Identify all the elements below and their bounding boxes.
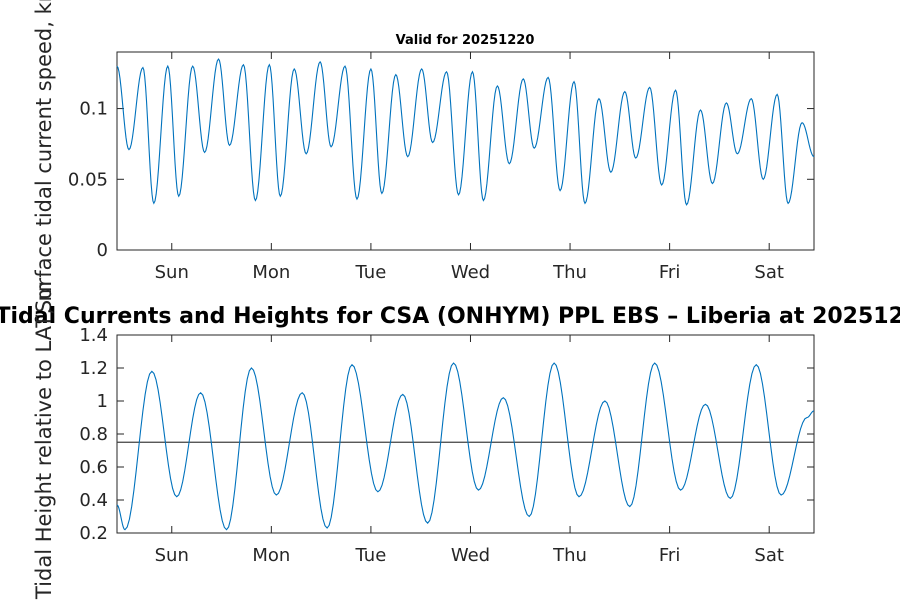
xtick-label: Wed [451,545,490,566]
xtick-label: Thu [552,545,587,566]
xtick-label: Tue [355,262,387,283]
xtick-label: Sun [155,545,189,566]
current-ylabel: Surface tidal current speed, kn [32,0,56,313]
height-plot-box [116,334,815,534]
xtick-label: Wed [451,262,490,283]
height-ylabel: Tidal Height relative to LAT, m [32,281,56,600]
height-tick-group: 0.2 0.4 0.6 0.8 1 1.2 1.4 Sun Mon Tue Wed Thu Fri Sat [79,325,814,566]
ytick-label: 1.2 [79,358,108,379]
current-speed-line [116,58,815,206]
current-plot-box [116,51,815,251]
ytick-label: 0.05 [68,169,108,190]
xtick-label: Sat [754,545,784,566]
ytick-label: 0.2 [79,523,108,544]
ytick-label: 0.1 [79,99,108,120]
xtick-label: Mon [252,262,290,283]
ytick-label: 1.4 [79,325,108,346]
ytick-label: 1 [97,391,108,412]
xtick-label: Mon [252,545,290,566]
ytick-label: 0.4 [79,490,108,511]
ytick-label: 0.6 [79,457,108,478]
main-chart-title: Tidal Currents and Heights for CSA (ONHY… [0,304,900,329]
current-tick-group: 0 0.05 0.1 Sun Mon Tue Wed Thu Fri Sat [68,52,814,283]
xtick-label: Sat [754,262,784,283]
xtick-label: Sun [155,262,189,283]
ytick-label: 0.8 [79,424,108,445]
tidal-height-line [116,362,815,531]
tidal-height-axes: Tidal Currents and Heights for CSA (ONHY… [0,281,900,600]
current-chart-title: Valid for 20251220 [396,33,535,48]
xtick-label: Fri [659,262,680,283]
xtick-label: Tue [355,545,387,566]
xtick-label: Fri [659,545,680,566]
xtick-label: Thu [552,262,587,283]
ytick-label: 0 [97,240,108,261]
current-speed-axes: Valid for 20251220 0 0.05 0.1 Sun Mon Tue Wed T… [32,0,815,313]
